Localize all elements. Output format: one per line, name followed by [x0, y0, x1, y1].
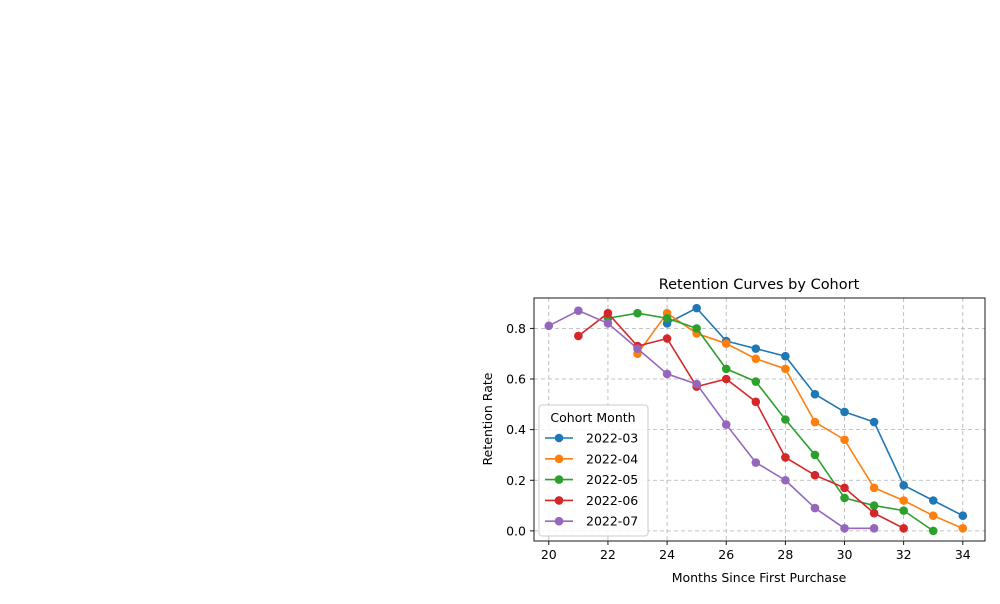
legend-marker [554, 454, 564, 464]
data-point [810, 503, 820, 513]
x-tick-label: 30 [837, 547, 853, 562]
x-tick-label: 22 [600, 547, 616, 562]
data-point [662, 334, 672, 343]
y-tick-label: 0.6 [506, 372, 526, 387]
data-point [603, 319, 613, 328]
y-axis-label: Retention Rate [480, 372, 495, 465]
data-point [751, 377, 761, 386]
legend-label: 2022-07 [586, 514, 638, 529]
legend-marker [554, 475, 564, 484]
data-point [692, 324, 701, 333]
data-point [869, 524, 879, 533]
legend-item-2022-06: 2022-06 [545, 493, 638, 508]
data-point [840, 524, 849, 533]
data-point [810, 450, 820, 460]
y-tick-label: 0.2 [506, 473, 526, 488]
data-point [869, 508, 879, 518]
legend-label: 2022-04 [586, 451, 638, 466]
data-point [721, 364, 731, 374]
data-point [662, 369, 672, 379]
data-point [751, 458, 761, 467]
legend-item-2022-03: 2022-03 [545, 431, 638, 446]
x-tick-label: 32 [896, 547, 912, 562]
legend-item-2022-04: 2022-04 [545, 451, 638, 466]
data-point [692, 379, 701, 389]
data-point [928, 526, 938, 536]
legend-item-2022-07: 2022-07 [545, 514, 638, 529]
data-point [574, 331, 583, 341]
plot-area-frame [533, 297, 986, 542]
data-point [928, 511, 938, 520]
data-point [721, 374, 731, 384]
data-point [751, 397, 761, 407]
data-point [633, 308, 642, 318]
data-point [810, 417, 820, 427]
data-point [781, 351, 790, 361]
legend-marker [554, 433, 564, 443]
legend-label: 2022-03 [586, 431, 638, 446]
x-tick-label: 20 [541, 547, 557, 562]
data-point [574, 306, 583, 315]
legend-marker [554, 516, 564, 526]
legend: Cohort Month 2022-032022-042022-052022-0… [538, 404, 649, 537]
data-point [751, 344, 761, 353]
data-point [958, 524, 968, 533]
data-point [810, 389, 820, 399]
data-point [899, 524, 908, 533]
chart-title: Retention Curves by Cohort [659, 277, 860, 293]
data-point [603, 308, 613, 318]
data-point [781, 364, 790, 374]
data-point [869, 483, 879, 493]
data-point [751, 354, 761, 364]
legend-item-2022-05: 2022-05 [545, 472, 638, 487]
series-line [636, 312, 964, 530]
x-tick-label: 24 [659, 547, 675, 562]
data-point [781, 415, 790, 424]
data-point [781, 475, 790, 485]
series-line [607, 312, 934, 532]
series-layer [544, 303, 968, 536]
data-point [721, 339, 731, 348]
y-tick-label: 0.0 [506, 523, 526, 538]
legend-items: 2022-03 2022-04 2022-05 2022-06 2022-07 [545, 431, 638, 529]
x-tick-label: 26 [718, 547, 734, 562]
data-point [869, 417, 879, 427]
series-2022-07 [544, 306, 879, 533]
data-point [840, 483, 849, 493]
data-point [633, 344, 642, 353]
data-point [928, 496, 938, 505]
data-point [869, 501, 879, 510]
legend-label: 2022-05 [586, 472, 638, 487]
data-point [721, 420, 731, 429]
legend-title: Cohort Month [550, 410, 635, 425]
x-axis-label: Months Since First Purchase [672, 570, 847, 585]
data-point [899, 496, 908, 505]
legend-marker [554, 496, 564, 505]
data-point [899, 506, 908, 515]
y-tick-label: 0.8 [506, 321, 526, 336]
data-point [958, 511, 968, 520]
data-point [899, 481, 908, 490]
series-line [548, 309, 875, 530]
x-tick-label: 34 [955, 547, 971, 562]
legend-label: 2022-06 [586, 493, 638, 508]
data-point [662, 313, 672, 323]
series-line [577, 312, 905, 530]
data-point [544, 321, 554, 331]
data-point [840, 407, 849, 417]
data-point [781, 453, 790, 462]
data-point [692, 303, 701, 313]
series-2022-03 [662, 303, 968, 520]
y-tick-label: 0.4 [506, 422, 526, 437]
data-point [810, 470, 820, 480]
grid-lines [534, 298, 985, 541]
axis-ticks: 20 22 24 26 28 30 32 34 0.0 0.2 0.4 0.6 0.8 [506, 321, 971, 562]
x-tick-label: 28 [777, 547, 793, 562]
data-point [840, 493, 849, 503]
data-point [840, 435, 849, 445]
